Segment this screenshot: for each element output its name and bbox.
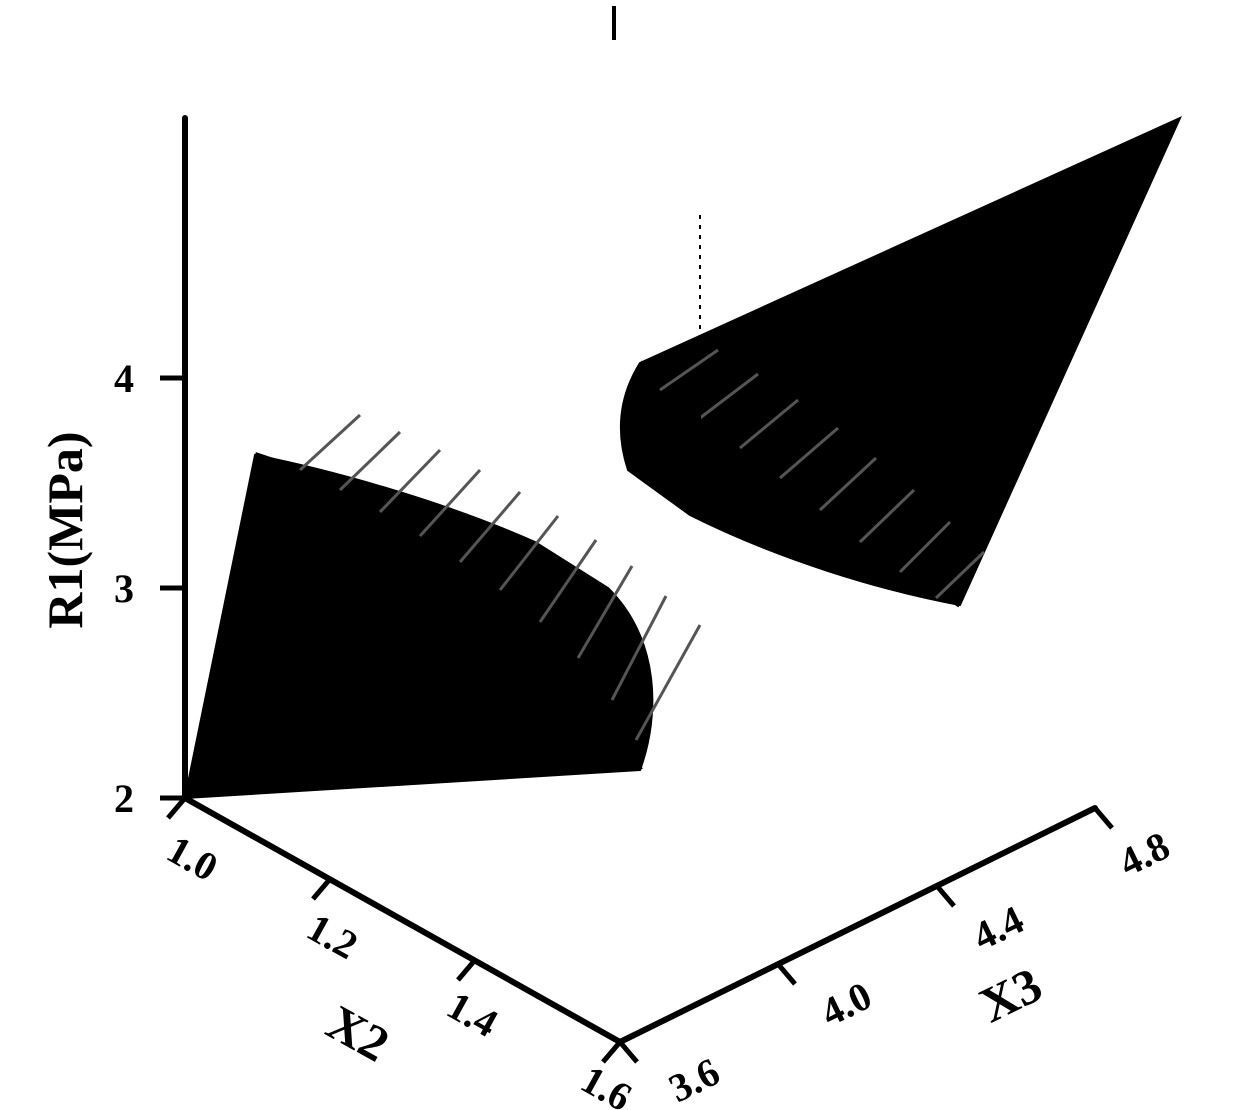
x2-tick-label-1: 1.2: [300, 904, 366, 968]
x3-tick-label-3: 4.8: [1112, 823, 1177, 885]
x2-tick-3: [603, 1042, 620, 1062]
x2-tick-label-0: 1.0: [160, 826, 226, 890]
x2-axis-line: [185, 798, 620, 1042]
z-axis-title: R1(MPa): [37, 431, 93, 628]
surface-lobe-left: [185, 455, 652, 798]
x2-tick-0: [168, 798, 185, 818]
x3-tick-label-0: 3.6: [662, 1049, 727, 1110]
x2-tick-2: [458, 960, 475, 980]
z-tick-label-4: 4: [114, 356, 134, 401]
x2-tick-label-3: 1.6: [574, 1056, 640, 1110]
plot-svg: 2 3 4 R1(MPa) 1.0 1.2 1.4 1.6 X2 3.6 4.0…: [0, 0, 1240, 1110]
x3-tick-label-1: 4.0: [814, 973, 879, 1035]
x3-tick-1: [778, 964, 795, 984]
x3-tick-2: [937, 886, 954, 906]
x3-tick-label-2: 4.4: [966, 897, 1031, 959]
x3-tick-3: [1095, 808, 1112, 828]
x2-tick-1: [313, 879, 330, 899]
x3-tick-0: [620, 1042, 637, 1062]
x2-tick-label-2: 1.4: [440, 982, 506, 1046]
z-tick-label-3: 3: [114, 566, 134, 611]
x2-axis-title: X2: [318, 994, 399, 1073]
z-tick-label-2: 2: [114, 776, 134, 821]
x3-axis-title: X3: [971, 956, 1050, 1033]
surface-lobe-right: [621, 118, 1180, 605]
chart-root: { "chart": { "type": "3d-surface", "back…: [0, 0, 1240, 1110]
